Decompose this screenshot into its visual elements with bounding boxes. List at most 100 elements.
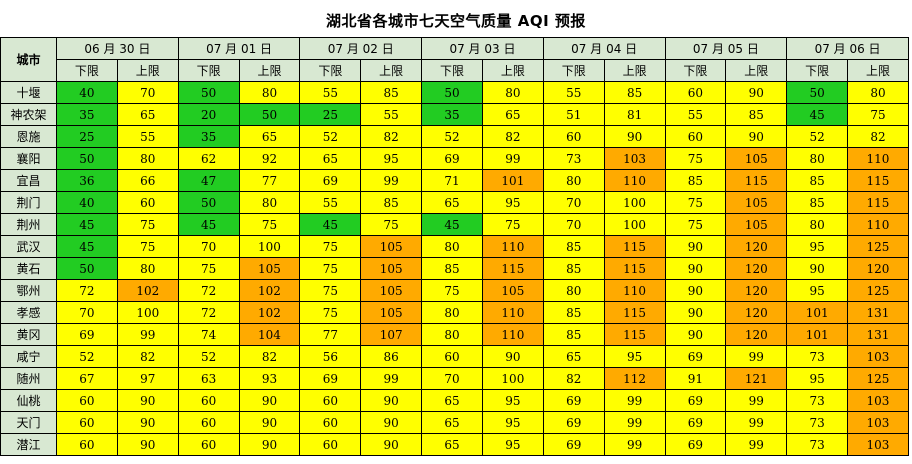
aqi-low-value: 80 [421, 235, 483, 258]
aqi-high-value: 86 [360, 345, 423, 368]
aqi-high-value: 99 [603, 389, 666, 412]
high-limit-header: 上限 [116, 59, 179, 82]
aqi-low-value: 90 [664, 323, 727, 346]
aqi-low-value: 69 [299, 367, 362, 390]
aqi-high-value: 85 [725, 103, 788, 126]
aqi-high-value: 105 [238, 257, 301, 280]
date-header: 07 月 01 日 [177, 37, 301, 60]
aqi-low-value: 77 [299, 323, 362, 346]
aqi-low-value: 75 [299, 279, 362, 302]
aqi-low-value: 72 [177, 279, 240, 302]
aqi-high-value: 131 [847, 323, 909, 346]
aqi-high-value: 82 [238, 345, 301, 368]
aqi-low-value: 73 [786, 411, 849, 434]
aqi-low-value: 90 [664, 235, 727, 258]
aqi-low-value: 73 [786, 389, 849, 412]
aqi-low-value: 65 [542, 345, 605, 368]
aqi-low-value: 60 [177, 411, 240, 434]
aqi-high-value: 99 [116, 323, 179, 346]
aqi-high-value: 95 [481, 411, 544, 434]
aqi-low-value: 80 [542, 279, 605, 302]
aqi-low-value: 60 [177, 389, 240, 412]
aqi-high-value: 105 [725, 213, 788, 236]
aqi-high-value: 75 [481, 213, 544, 236]
aqi-high-value: 100 [603, 191, 666, 214]
aqi-low-value: 60 [299, 411, 362, 434]
aqi-high-value: 100 [116, 301, 179, 324]
aqi-low-value: 62 [177, 147, 240, 170]
aqi-low-value: 101 [786, 301, 849, 324]
city-name: 天门 [0, 411, 57, 434]
aqi-low-value: 60 [56, 411, 118, 434]
date-header: 07 月 04 日 [542, 37, 666, 60]
aqi-high-value: 100 [481, 367, 544, 390]
aqi-high-value: 90 [238, 433, 301, 456]
aqi-high-value: 99 [725, 433, 788, 456]
aqi-low-value: 85 [421, 257, 483, 280]
aqi-low-value: 73 [786, 433, 849, 456]
aqi-low-value: 69 [299, 169, 362, 192]
aqi-high-value: 75 [238, 213, 301, 236]
aqi-low-value: 75 [177, 257, 240, 280]
aqi-low-value: 50 [177, 191, 240, 214]
aqi-high-value: 90 [725, 125, 788, 148]
aqi-low-value: 65 [421, 411, 483, 434]
aqi-low-value: 63 [177, 367, 240, 390]
table-row: 天门 60 90 60 90 60 90 65 95 69 99 69 99 73 103 [0, 411, 909, 434]
city-name: 黄石 [0, 257, 57, 280]
aqi-low-value: 69 [664, 345, 727, 368]
aqi-high-value: 80 [116, 257, 179, 280]
aqi-low-value: 95 [786, 367, 849, 390]
table-row: 孝感 70 100 72 102 75 105 80 110 85 115 90 120 101 131 [0, 301, 909, 324]
aqi-high-value: 125 [847, 367, 909, 390]
aqi-low-value: 60 [664, 81, 727, 104]
aqi-high-value: 105 [360, 257, 423, 280]
aqi-low-value: 36 [56, 169, 118, 192]
aqi-low-value: 72 [177, 301, 240, 324]
aqi-high-value: 82 [847, 125, 909, 148]
aqi-low-value: 60 [56, 389, 118, 412]
city-name: 潜江 [0, 433, 57, 456]
aqi-low-value: 90 [786, 257, 849, 280]
aqi-high-value: 110 [481, 301, 544, 324]
date-header: 07 月 03 日 [421, 37, 544, 60]
aqi-low-value: 75 [421, 279, 483, 302]
aqi-high-value: 99 [360, 367, 423, 390]
aqi-low-value: 69 [542, 389, 605, 412]
high-limit-header: 上限 [603, 59, 666, 82]
city-name: 咸宁 [0, 345, 57, 368]
aqi-low-value: 91 [664, 367, 727, 390]
aqi-low-value: 101 [786, 323, 849, 346]
aqi-low-value: 85 [786, 169, 849, 192]
aqi-high-value: 90 [116, 433, 179, 456]
high-limit-header: 上限 [360, 59, 423, 82]
aqi-high-value: 131 [847, 301, 909, 324]
city-name: 神农架 [0, 103, 57, 126]
aqi-high-value: 75 [847, 103, 909, 126]
city-name: 宜昌 [0, 169, 57, 192]
aqi-low-value: 75 [299, 301, 362, 324]
aqi-low-value: 85 [664, 169, 727, 192]
aqi-high-value: 70 [116, 81, 179, 104]
aqi-high-value: 110 [847, 147, 909, 170]
aqi-low-value: 69 [542, 411, 605, 434]
aqi-low-value: 67 [56, 367, 118, 390]
aqi-high-value: 102 [238, 301, 301, 324]
aqi-high-value: 95 [481, 389, 544, 412]
aqi-low-value: 60 [56, 433, 118, 456]
city-name: 荆州 [0, 213, 57, 236]
city-name: 襄阳 [0, 147, 57, 170]
aqi-low-value: 69 [56, 323, 118, 346]
aqi-low-value: 55 [299, 81, 362, 104]
aqi-high-value: 66 [116, 169, 179, 192]
aqi-high-value: 103 [847, 389, 909, 412]
aqi-low-value: 35 [177, 125, 240, 148]
date-header: 07 月 06 日 [786, 37, 909, 60]
aqi-low-value: 52 [421, 125, 483, 148]
city-name: 黄冈 [0, 323, 57, 346]
aqi-low-value: 73 [542, 147, 605, 170]
aqi-high-value: 82 [116, 345, 179, 368]
aqi-low-value: 73 [786, 345, 849, 368]
aqi-low-value: 75 [299, 257, 362, 280]
aqi-low-value: 69 [421, 147, 483, 170]
